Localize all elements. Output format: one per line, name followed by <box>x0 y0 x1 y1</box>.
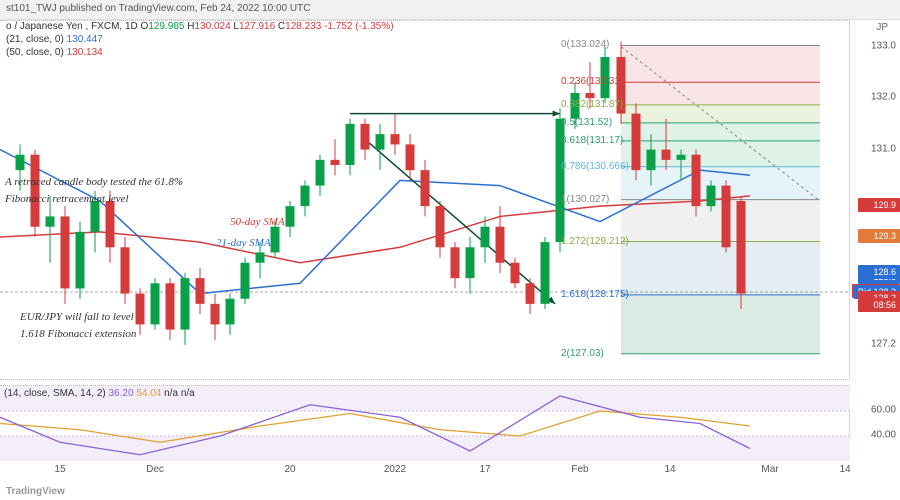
time-tick: Mar <box>761 464 778 475</box>
price-tick: 127.2 <box>871 339 896 350</box>
main-chart[interactable]: A retraced candle body tested the 61.8%F… <box>0 20 850 380</box>
price-label: 129.3 <box>858 229 900 243</box>
price-axis: 133.0132.0131.0127.2129.9129.3128.5128.6… <box>850 20 900 380</box>
price-label: 128.6 <box>858 265 900 279</box>
price-tick: 132.0 <box>871 92 896 103</box>
price-tick: 133.0 <box>871 40 896 51</box>
time-tick: Feb <box>571 464 588 475</box>
price-label: 129.9 <box>858 198 900 212</box>
indicator-tick: 40.00 <box>871 430 896 441</box>
time-tick: Dec <box>146 464 164 475</box>
price-label: 08:56 <box>858 298 900 312</box>
time-tick: 20 <box>284 464 295 475</box>
time-tick: 2022 <box>384 464 406 475</box>
publish-header: st101_TWJ published on TradingView.com, … <box>0 0 900 20</box>
chart-container: st101_TWJ published on TradingView.com, … <box>0 0 900 500</box>
watermark: TradingView <box>6 486 65 497</box>
indicator-chart[interactable]: (14, close, SMA, 14, 2) 36.20 54.04 n/a … <box>0 385 850 460</box>
publish-text: st101_TWJ published on TradingView.com, … <box>6 3 310 14</box>
indicator-axis: 60.00 40.00 <box>850 385 900 460</box>
indicator-tick: 60.00 <box>871 405 896 416</box>
main-chart-svg <box>0 21 850 381</box>
indicator-info: (14, close, SMA, 14, 2) 36.20 54.04 n/a … <box>4 388 195 399</box>
time-tick: 14 <box>839 464 850 475</box>
price-tick: 131.0 <box>871 143 896 154</box>
time-axis: 15 Dec 20 2022 17 Feb 14 Mar 14 <box>0 462 850 482</box>
time-tick: 17 <box>479 464 490 475</box>
time-tick: 15 <box>54 464 65 475</box>
time-tick: 14 <box>664 464 675 475</box>
